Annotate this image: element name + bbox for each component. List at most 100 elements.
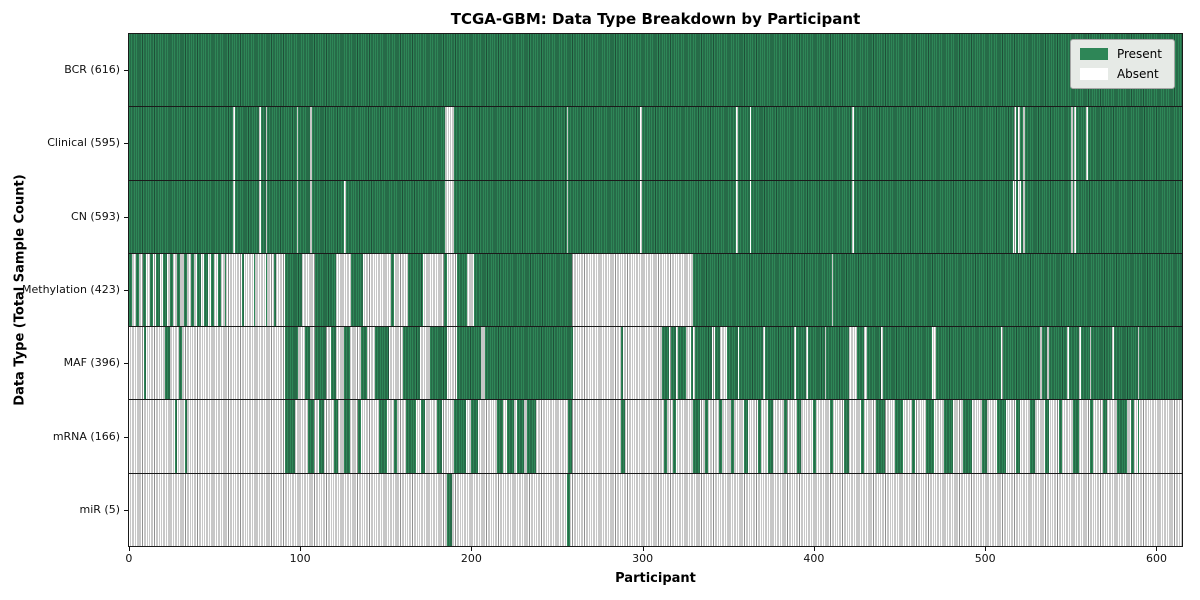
present-segment — [1113, 327, 1138, 400]
present-segment — [241, 253, 244, 327]
present-segment — [641, 107, 736, 180]
y-tick-mark — [124, 510, 128, 512]
present-segment — [981, 400, 988, 473]
present-segment — [506, 400, 514, 473]
present-segment — [305, 327, 311, 400]
present-segment — [429, 327, 447, 400]
present-segment — [393, 400, 398, 473]
present-segment — [284, 400, 295, 473]
present-segment — [284, 253, 302, 327]
present-segment — [351, 253, 364, 327]
x-tick-label: 200 — [460, 552, 482, 565]
heatmap-row-mir — [129, 473, 1182, 546]
present-segment — [164, 327, 171, 400]
present-segment — [334, 400, 338, 473]
present-segment — [1081, 327, 1090, 400]
present-segment — [496, 400, 504, 473]
present-segment — [527, 400, 536, 473]
present-segment — [149, 253, 153, 327]
x-tick-label: 300 — [632, 552, 654, 565]
legend-item-absent: Absent — [1079, 67, 1162, 81]
present-segment — [224, 253, 227, 327]
present-segment — [797, 400, 801, 473]
present-segment — [204, 253, 208, 327]
present-segment — [315, 327, 326, 400]
y-tick-mark — [124, 363, 128, 365]
present-segment — [274, 253, 276, 327]
present-segment — [843, 400, 849, 473]
present-segment — [315, 253, 336, 327]
heatmap-row-clinical — [129, 107, 1182, 181]
present-segment — [217, 253, 222, 327]
present-segment — [894, 400, 904, 473]
present-segment — [795, 327, 806, 400]
present-segment — [1029, 400, 1035, 473]
heatmap-row-mrna — [129, 400, 1182, 474]
present-segment — [641, 180, 736, 253]
present-segment — [1072, 400, 1080, 473]
y-tick-label: Methylation (423) — [22, 283, 120, 296]
present-segment — [621, 400, 625, 473]
present-segment — [457, 253, 468, 327]
present-segment — [260, 180, 266, 253]
present-segment — [129, 34, 1182, 107]
present-segment — [1058, 400, 1063, 473]
present-segment — [715, 327, 721, 400]
y-tick-mark — [124, 290, 128, 291]
x-tick-mark — [813, 547, 815, 551]
present-segment — [474, 253, 572, 327]
present-segment — [298, 107, 311, 180]
present-segment — [812, 400, 817, 473]
present-segment — [705, 400, 709, 473]
present-segment — [1103, 400, 1107, 473]
present-segment — [183, 253, 188, 327]
present-segment — [346, 180, 446, 253]
present-segment — [1041, 327, 1047, 400]
present-segment — [402, 327, 420, 400]
x-tick-label: 100 — [289, 552, 311, 565]
present-segment — [860, 400, 865, 473]
legend-label-present: Present — [1116, 47, 1162, 61]
present-segment — [129, 253, 133, 327]
present-segment — [517, 400, 524, 473]
absent-swatch — [1079, 68, 1108, 80]
present-segment — [178, 327, 182, 400]
present-segment — [568, 107, 641, 180]
present-segment — [1076, 107, 1087, 180]
present-segment — [484, 327, 574, 400]
present-segment — [737, 107, 750, 180]
present-segment — [566, 473, 571, 546]
present-segment — [142, 253, 147, 327]
y-tick-label: BCR (616) — [64, 62, 120, 76]
present-segment — [744, 400, 748, 473]
present-segment — [1016, 180, 1018, 253]
heatmap-row-bcr — [129, 34, 1182, 108]
x-tick-label: 600 — [1145, 552, 1167, 565]
x-tick-mark — [128, 547, 130, 551]
present-segment — [1019, 107, 1023, 180]
present-segment — [737, 180, 750, 253]
present-segment — [265, 253, 268, 327]
present-segment — [1016, 400, 1020, 473]
present-segment — [211, 253, 215, 327]
present-segment — [783, 400, 788, 473]
present-segment — [751, 107, 853, 180]
present-segment — [694, 327, 712, 400]
present-segment — [453, 107, 567, 180]
present-segment — [284, 327, 299, 400]
present-segment — [443, 253, 447, 327]
present-segment — [318, 400, 324, 473]
present-segment — [163, 253, 167, 327]
present-swatch — [1079, 48, 1108, 60]
present-segment — [344, 327, 350, 400]
y-tick-label: miR (5) — [79, 503, 121, 517]
present-segment — [1048, 327, 1068, 400]
present-segment — [1045, 400, 1049, 473]
heatmap-rows-container — [129, 34, 1182, 546]
y-tick-mark — [124, 216, 128, 218]
x-tick-mark — [1156, 547, 1158, 551]
present-segment — [672, 400, 676, 473]
present-segment — [718, 400, 723, 473]
present-segment — [135, 253, 140, 327]
y-tick-mark — [124, 69, 128, 71]
